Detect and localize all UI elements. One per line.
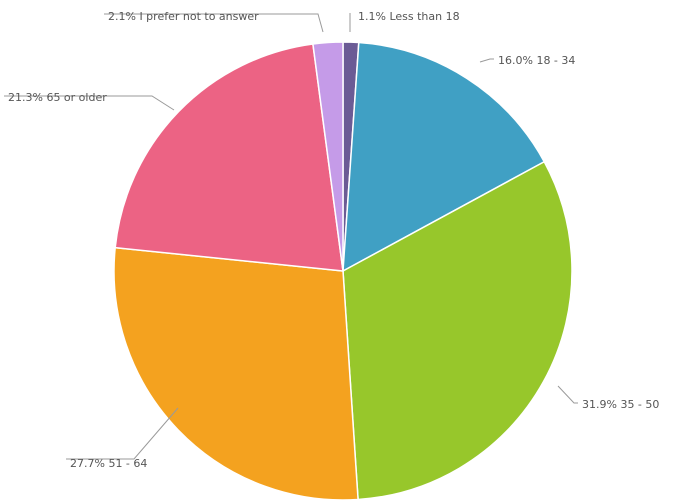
pie-slice-65-or-older <box>114 43 344 272</box>
labels-layer: 1.1% Less than 18 16.0% 18 - 34 31.9% 35 -… <box>8 10 659 470</box>
slice-label-51-64: 27.7% 51 - 64 <box>70 457 147 470</box>
pie-slice-35-50 <box>342 160 573 501</box>
leader-line-51-64 <box>66 407 179 460</box>
leader-line-35-50 <box>557 385 578 404</box>
slice-label-i-prefer-not-to-answer: 2.1% I prefer not to answer <box>108 10 259 23</box>
leader-lines-layer <box>4 13 578 460</box>
leader-line-i-prefer-not-to-answer <box>104 13 324 33</box>
pie-slice-i-prefer-not-to-answer <box>312 41 344 272</box>
slice-label-35-50: 31.9% 35 - 50 <box>582 398 659 411</box>
slice-label-less-than-18: 1.1% Less than 18 <box>358 10 460 23</box>
leader-line-18-34 <box>479 58 494 63</box>
pie-slice-18-34 <box>342 41 546 273</box>
pie-slice-51-64 <box>113 246 359 501</box>
slice-label-65-or-older: 21.3% 65 or older <box>8 91 107 104</box>
slices-layer <box>113 41 573 501</box>
leader-line-65-or-older <box>4 95 175 111</box>
slice-label-18-34: 16.0% 18 - 34 <box>498 54 575 67</box>
